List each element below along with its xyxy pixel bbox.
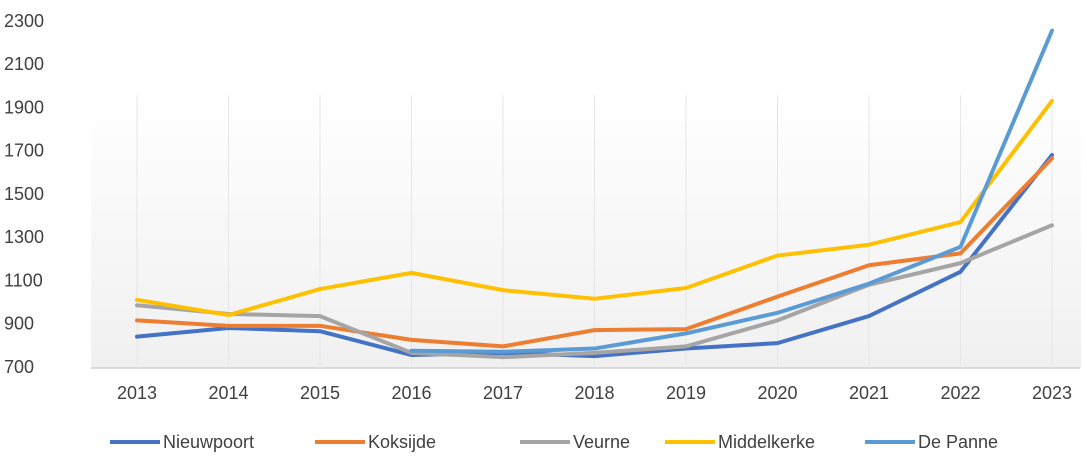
y-tick-label: 700 (4, 357, 34, 377)
x-tick-label: 2013 (117, 383, 157, 403)
x-tick-label: 2019 (666, 383, 706, 403)
y-tick-label: 2300 (4, 11, 44, 31)
x-tick-label: 2023 (1032, 383, 1072, 403)
y-tick-label: 1700 (4, 141, 44, 161)
x-tick-label: 2017 (483, 383, 523, 403)
line-series (135, 223, 1054, 360)
legend-label: De Panne (918, 432, 998, 452)
y-tick-label: 1900 (4, 97, 44, 117)
line-series (409, 28, 1054, 354)
x-tick-label: 2021 (849, 383, 889, 403)
x-tick-label: 2016 (391, 383, 431, 403)
y-tick-label: 900 (4, 314, 34, 334)
legend-label: Veurne (573, 432, 630, 452)
y-tick-label: 1300 (4, 227, 44, 247)
x-tick-label: 2020 (757, 383, 797, 403)
x-tick-label: 2022 (940, 383, 980, 403)
x-tick-label: 2015 (300, 383, 340, 403)
line-series (135, 98, 1054, 318)
legend-label: Nieuwpoort (163, 432, 254, 452)
line-series (135, 152, 1054, 359)
legend-label: Middelkerke (718, 432, 815, 452)
line-series (135, 156, 1054, 349)
x-tick-label: 2014 (208, 383, 248, 403)
y-tick-label: 1500 (4, 184, 44, 204)
legend-label: Koksijde (368, 432, 436, 452)
y-tick-label: 1100 (4, 270, 43, 290)
y-tick-label: 2100 (4, 54, 44, 74)
x-tick-label: 2018 (574, 383, 614, 403)
